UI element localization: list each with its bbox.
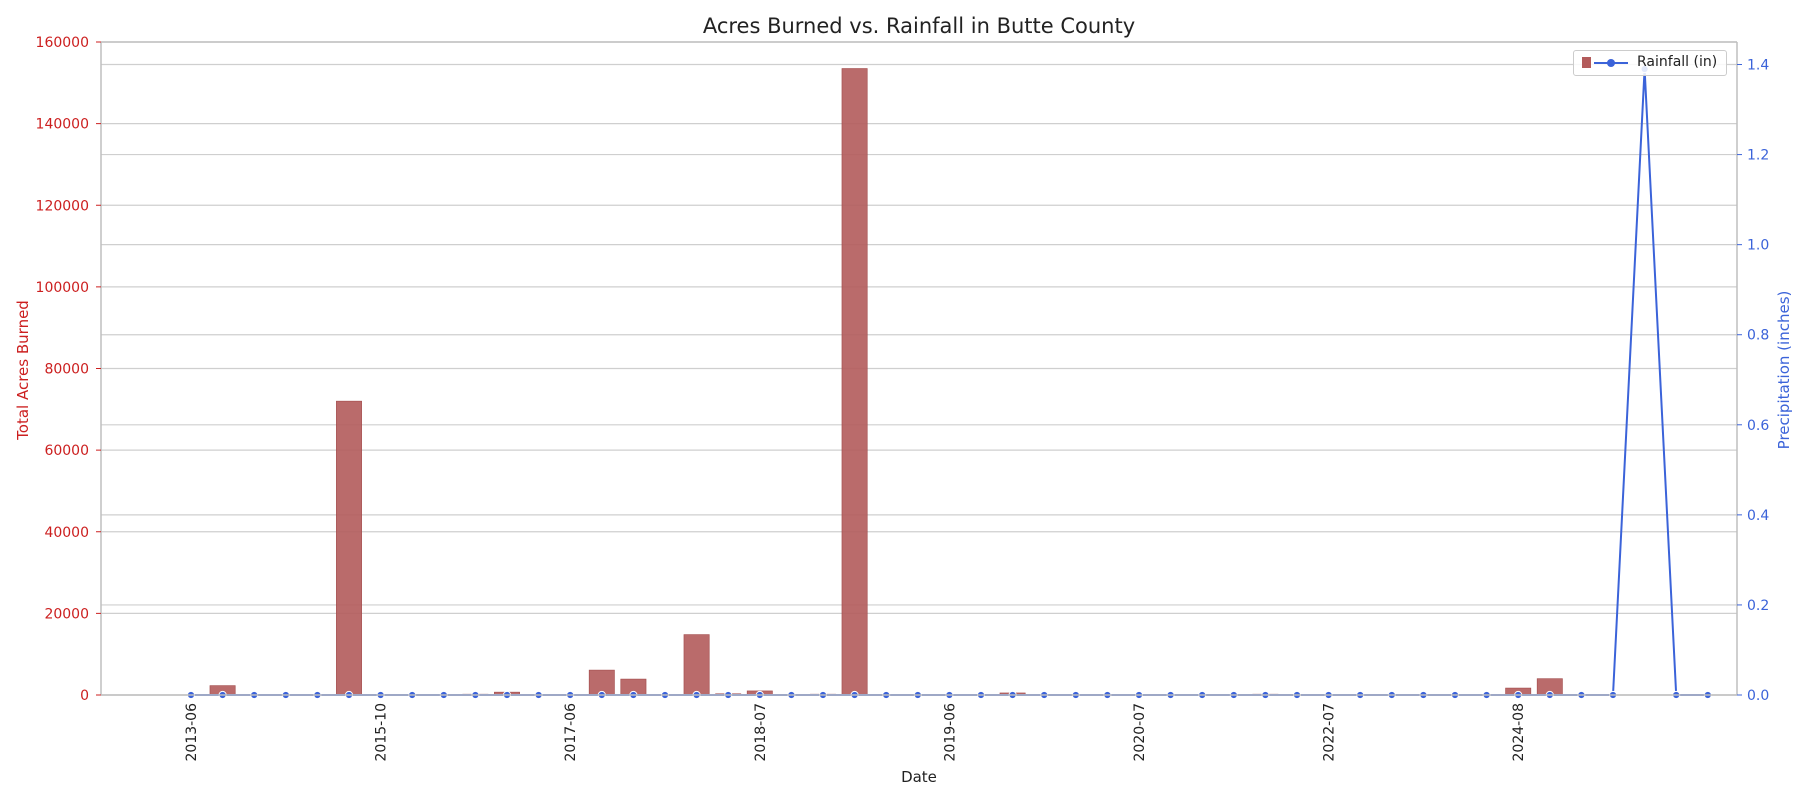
x-tick-label: 2019-06 [942, 703, 958, 762]
right-tick-label: 0.6 [1747, 418, 1769, 434]
left-tick-label: 160000 [36, 35, 89, 51]
x-tick-label: 2018-07 [753, 703, 769, 762]
legend-label-rainfall: Rainfall (in) [1637, 54, 1718, 70]
x-axis-tick-labels: 2013-06 2015-10 2017-06 2018-07 2019-06 2020-… [184, 703, 1527, 762]
right-axis-gridlines [101, 63, 1737, 696]
left-axis-tick-labels: 0 20000 40000 60000 80000 100000 120000 140000 1… [36, 35, 101, 704]
left-tick-label: 100000 [36, 280, 89, 296]
acres-burned-bar [336, 400, 362, 696]
chart-axes [100, 41, 1738, 696]
left-tick-label: 120000 [36, 198, 89, 214]
acres-burned-bar [683, 634, 710, 696]
x-tick-label: 2020-07 [1132, 703, 1148, 762]
right-tick-label: 1.0 [1747, 238, 1769, 254]
chart-legend: Rainfall (in) [1573, 50, 1727, 76]
left-tick-label: 140000 [36, 117, 89, 133]
chart-title: Acres Burned vs. Rainfall in Butte Count… [703, 14, 1135, 38]
right-tick-label: 0.0 [1747, 688, 1769, 704]
left-tick-label: 0 [80, 688, 89, 704]
x-tick-label: 2013-06 [184, 703, 200, 762]
acres-burned-bar [841, 68, 868, 696]
x-tick-label: 2017-06 [563, 703, 579, 762]
x-tick-label: 2024-08 [1511, 703, 1527, 762]
x-tick-label: 2022-07 [1322, 703, 1338, 762]
right-tick-label: 1.4 [1747, 58, 1769, 74]
left-tick-label: 20000 [44, 606, 89, 622]
left-axis-label: Total Acres Burned [14, 300, 32, 441]
right-tick-label: 0.8 [1747, 328, 1769, 344]
left-tick-label: 60000 [44, 443, 89, 459]
x-axis-label: Date [901, 768, 937, 786]
right-axis-label: Precipitation (inches) [1775, 291, 1793, 450]
legend-marker-icon [1607, 59, 1615, 67]
left-tick-label: 80000 [44, 362, 89, 378]
right-axis-tick-labels: 0.0 0.2 0.4 0.6 0.8 1.0 1.2 1.4 [1737, 58, 1769, 704]
x-tick-label: 2015-10 [374, 703, 390, 762]
right-tick-label: 0.2 [1747, 598, 1769, 614]
legend-bar-swatch [1582, 57, 1591, 68]
left-tick-label: 40000 [44, 525, 89, 541]
right-tick-label: 1.2 [1747, 148, 1769, 164]
right-tick-label: 0.4 [1747, 508, 1769, 524]
